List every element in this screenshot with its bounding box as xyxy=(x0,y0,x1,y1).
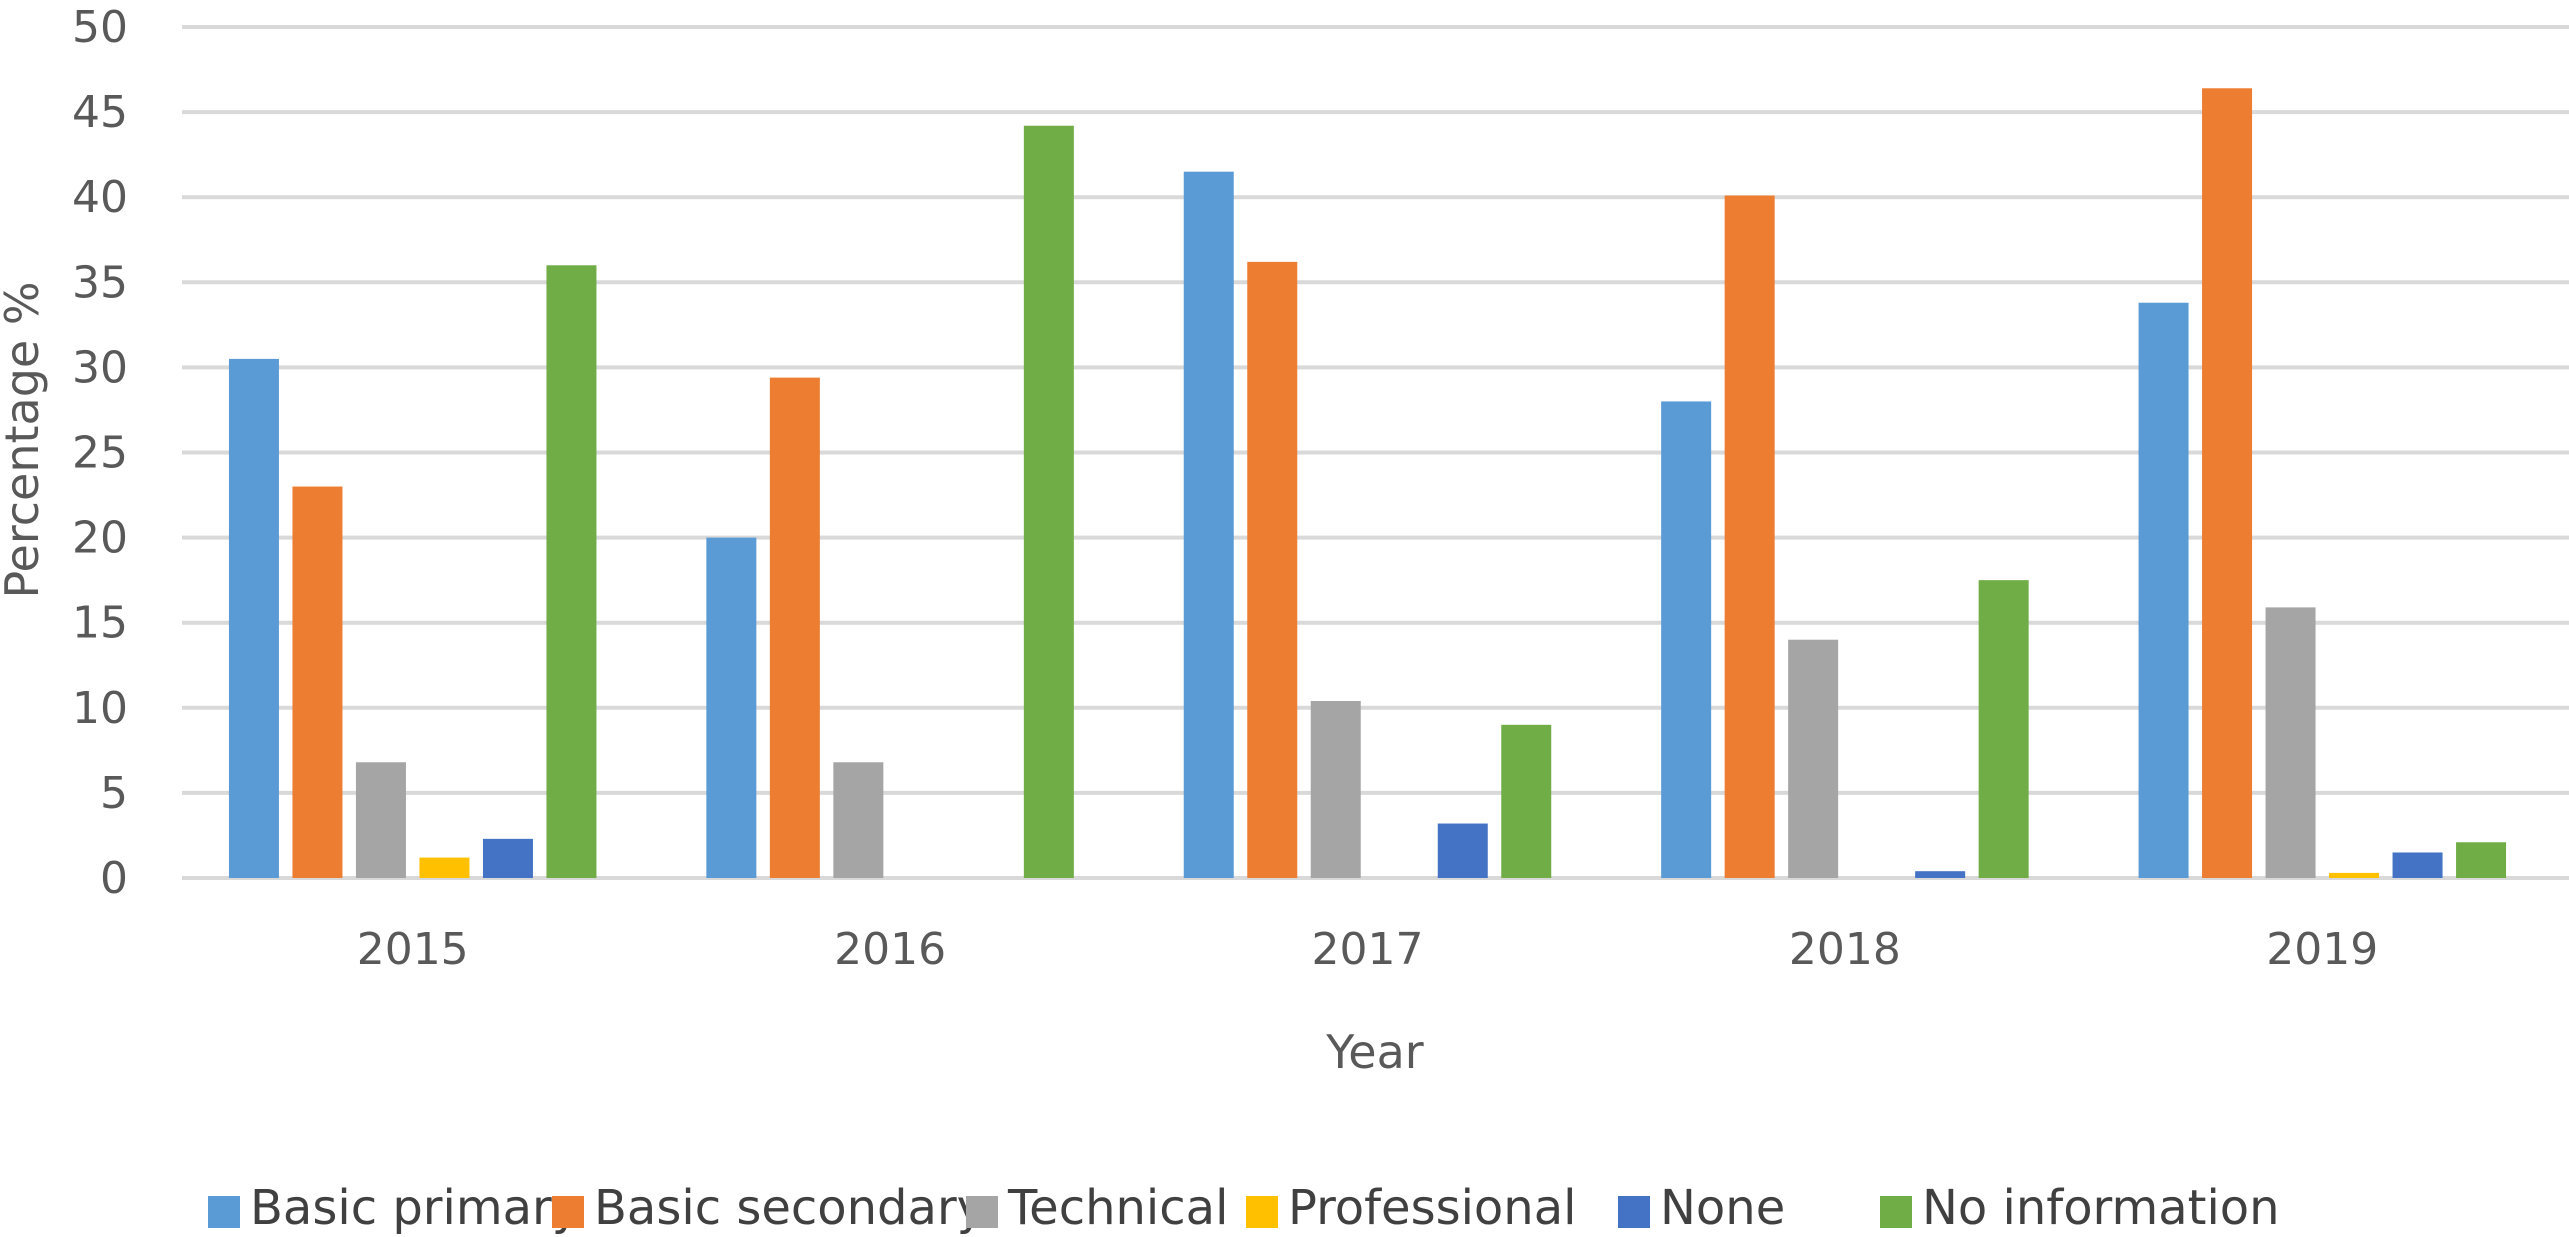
x-axis-title: Year xyxy=(1325,1025,1423,1079)
legend-swatch xyxy=(552,1196,584,1228)
y-tick-label: 25 xyxy=(72,428,128,479)
bar xyxy=(2265,607,2316,878)
bar xyxy=(292,486,343,878)
y-axis-title: Percentage % xyxy=(0,281,49,598)
y-tick-label: 5 xyxy=(100,768,128,819)
x-tick-label: 2017 xyxy=(1312,924,1424,975)
legend-label: None xyxy=(1660,1180,1785,1236)
x-tick-label: 2019 xyxy=(2266,924,2378,975)
legend-label: Technical xyxy=(1007,1180,1228,1236)
y-tick-label: 20 xyxy=(72,513,128,564)
bar xyxy=(833,762,884,878)
y-tick-label: 0 xyxy=(100,853,128,904)
legend-label: Basic secondary xyxy=(594,1180,985,1236)
legend-label: No information xyxy=(1922,1180,2280,1236)
bar xyxy=(1915,871,1966,878)
bar xyxy=(1310,700,1361,878)
y-tick-label: 40 xyxy=(72,172,128,223)
bar xyxy=(1183,171,1234,879)
bar xyxy=(1788,639,1839,878)
legend-swatch xyxy=(1246,1196,1278,1228)
x-tick-label: 2016 xyxy=(834,924,946,975)
bar xyxy=(228,358,279,878)
bar xyxy=(1023,125,1074,878)
y-axis-ticks: 0 5 10 15 20 25 30 35 40 45 50 xyxy=(72,2,128,904)
bar xyxy=(1724,195,1775,879)
bar xyxy=(2392,852,2443,878)
bar xyxy=(419,857,470,878)
bar xyxy=(1501,724,1552,878)
bar xyxy=(1978,580,2029,878)
x-tick-label: 2015 xyxy=(357,924,469,975)
legend-label: Professional xyxy=(1288,1180,1576,1236)
y-tick-label: 15 xyxy=(72,598,128,649)
y-tick-label: 45 xyxy=(72,87,128,138)
y-tick-label: 50 xyxy=(72,2,128,53)
y-tick-label: 10 xyxy=(72,683,128,734)
legend-swatch xyxy=(1618,1196,1650,1228)
bar xyxy=(546,265,597,878)
bar xyxy=(706,537,757,878)
bar xyxy=(355,762,406,878)
bar xyxy=(1661,401,1712,878)
legend-swatch xyxy=(1880,1196,1912,1228)
bar xyxy=(2456,842,2507,878)
x-axis-ticks: 2015 2016 2017 2018 2019 xyxy=(357,924,2379,975)
bars xyxy=(228,88,2507,879)
bar xyxy=(1437,823,1488,878)
legend-swatch xyxy=(208,1196,240,1228)
legend-swatch xyxy=(966,1196,998,1228)
bar xyxy=(1247,261,1298,879)
bar xyxy=(2329,872,2380,878)
legend: Basic primary Basic secondary Technical Pro… xyxy=(208,1180,2280,1236)
bar xyxy=(2202,88,2253,879)
y-tick-label: 30 xyxy=(72,342,128,393)
bar xyxy=(769,377,820,878)
legend-label: Basic primary xyxy=(250,1180,580,1236)
y-tick-label: 35 xyxy=(72,257,128,308)
bar xyxy=(482,838,533,878)
bar xyxy=(2138,302,2189,878)
x-tick-label: 2018 xyxy=(1789,924,1901,975)
